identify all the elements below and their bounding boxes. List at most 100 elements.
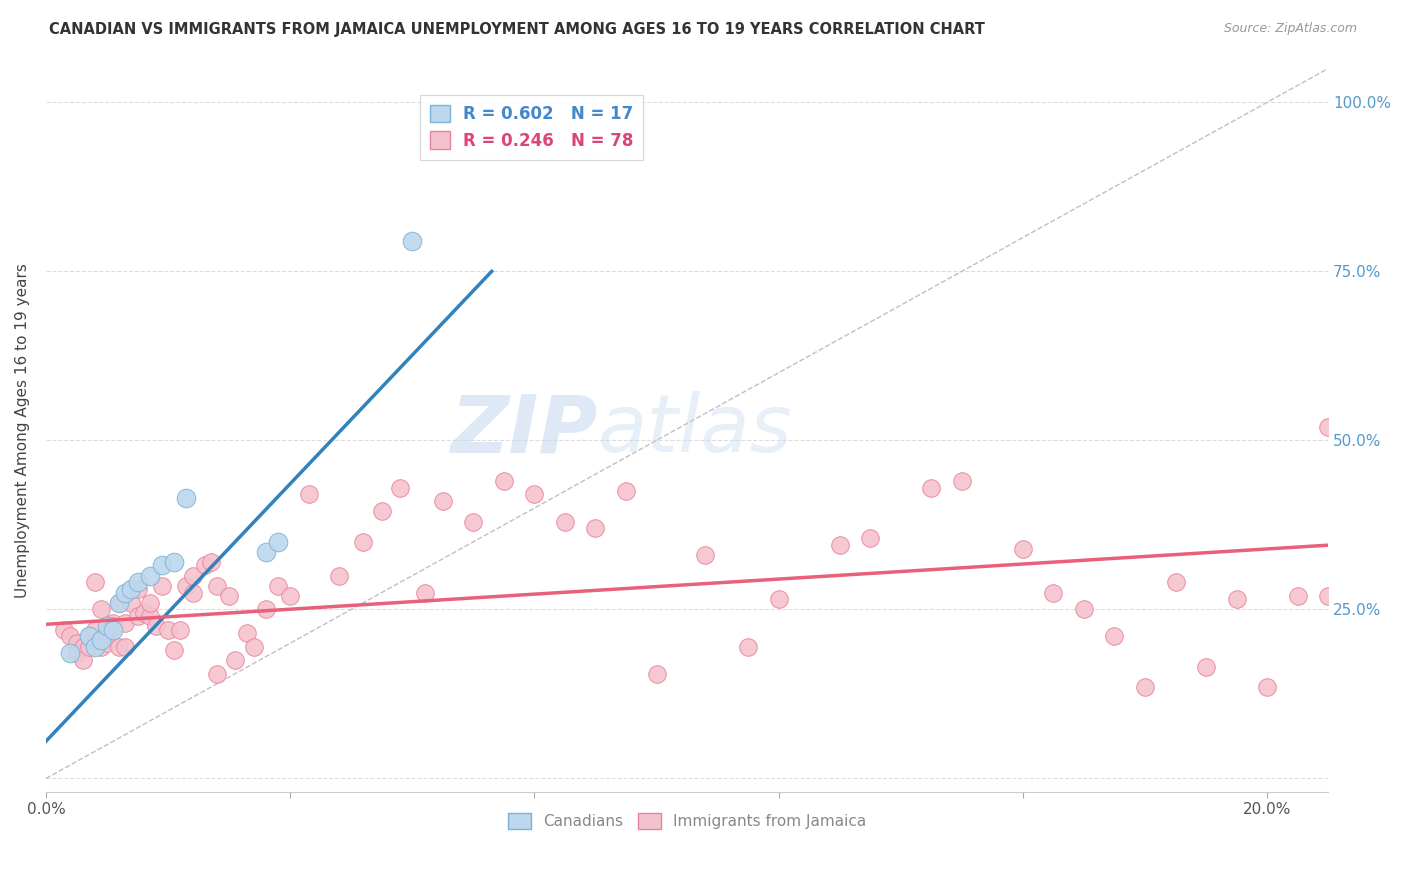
- Point: [224, 653, 246, 667]
- Point: [90, 602, 112, 616]
- Point: [77, 630, 100, 644]
- Point: [492, 474, 515, 488]
- Point: [169, 623, 191, 637]
- Point: [1133, 680, 1156, 694]
- Point: [120, 596, 142, 610]
- Point: [267, 534, 290, 549]
- Point: [83, 575, 105, 590]
- Point: [614, 484, 637, 499]
- Point: [236, 626, 259, 640]
- Point: [328, 568, 350, 582]
- Point: [72, 640, 94, 654]
- Point: [768, 592, 790, 607]
- Point: [200, 555, 222, 569]
- Point: [297, 487, 319, 501]
- Point: [205, 666, 228, 681]
- Text: CANADIAN VS IMMIGRANTS FROM JAMAICA UNEMPLOYMENT AMONG AGES 16 TO 19 YEARS CORRE: CANADIAN VS IMMIGRANTS FROM JAMAICA UNEM…: [49, 22, 986, 37]
- Point: [114, 585, 136, 599]
- Legend: Canadians, Immigrants from Jamaica: Canadians, Immigrants from Jamaica: [502, 806, 873, 835]
- Point: [72, 653, 94, 667]
- Point: [463, 515, 485, 529]
- Point: [145, 619, 167, 633]
- Point: [101, 619, 124, 633]
- Point: [59, 646, 82, 660]
- Point: [90, 632, 112, 647]
- Text: ZIP: ZIP: [450, 392, 598, 469]
- Point: [90, 640, 112, 654]
- Point: [157, 623, 180, 637]
- Point: [1256, 680, 1278, 694]
- Point: [181, 585, 204, 599]
- Point: [139, 596, 162, 610]
- Text: atlas: atlas: [598, 392, 792, 469]
- Point: [150, 579, 173, 593]
- Point: [101, 615, 124, 630]
- Point: [950, 474, 973, 488]
- Point: [645, 666, 668, 681]
- Point: [77, 630, 100, 644]
- Point: [1317, 420, 1340, 434]
- Point: [96, 619, 118, 633]
- Point: [53, 623, 76, 637]
- Point: [181, 568, 204, 582]
- Point: [1195, 660, 1218, 674]
- Point: [254, 602, 277, 616]
- Point: [96, 636, 118, 650]
- Point: [127, 575, 149, 590]
- Point: [1042, 585, 1064, 599]
- Point: [132, 606, 155, 620]
- Point: [205, 579, 228, 593]
- Point: [83, 640, 105, 654]
- Text: Source: ZipAtlas.com: Source: ZipAtlas.com: [1223, 22, 1357, 36]
- Point: [371, 504, 394, 518]
- Point: [218, 589, 240, 603]
- Point: [828, 538, 851, 552]
- Point: [83, 623, 105, 637]
- Point: [114, 640, 136, 654]
- Point: [1164, 575, 1187, 590]
- Point: [278, 589, 301, 603]
- Point: [108, 596, 131, 610]
- Point: [77, 640, 100, 654]
- Point: [737, 640, 759, 654]
- Point: [585, 521, 607, 535]
- Point: [139, 568, 162, 582]
- Point: [120, 582, 142, 596]
- Point: [176, 579, 198, 593]
- Point: [150, 558, 173, 573]
- Point: [139, 609, 162, 624]
- Point: [523, 487, 546, 501]
- Point: [65, 646, 87, 660]
- Point: [1011, 541, 1033, 556]
- Point: [254, 545, 277, 559]
- Point: [1286, 589, 1309, 603]
- Point: [194, 558, 217, 573]
- Point: [176, 491, 198, 505]
- Point: [1104, 630, 1126, 644]
- Point: [389, 481, 412, 495]
- Point: [920, 481, 942, 495]
- Point: [267, 579, 290, 593]
- Point: [554, 515, 576, 529]
- Point: [163, 643, 186, 657]
- Point: [1225, 592, 1247, 607]
- Point: [1073, 602, 1095, 616]
- Point: [695, 549, 717, 563]
- Point: [859, 532, 882, 546]
- Point: [1317, 589, 1340, 603]
- Point: [127, 582, 149, 596]
- Point: [65, 636, 87, 650]
- Point: [163, 555, 186, 569]
- Point: [59, 630, 82, 644]
- Y-axis label: Unemployment Among Ages 16 to 19 years: Unemployment Among Ages 16 to 19 years: [15, 263, 30, 598]
- Point: [101, 623, 124, 637]
- Point: [114, 615, 136, 630]
- Point: [127, 609, 149, 624]
- Point: [96, 626, 118, 640]
- Point: [413, 585, 436, 599]
- Point: [353, 534, 375, 549]
- Point: [108, 596, 131, 610]
- Point: [108, 640, 131, 654]
- Point: [242, 640, 264, 654]
- Point: [401, 234, 423, 248]
